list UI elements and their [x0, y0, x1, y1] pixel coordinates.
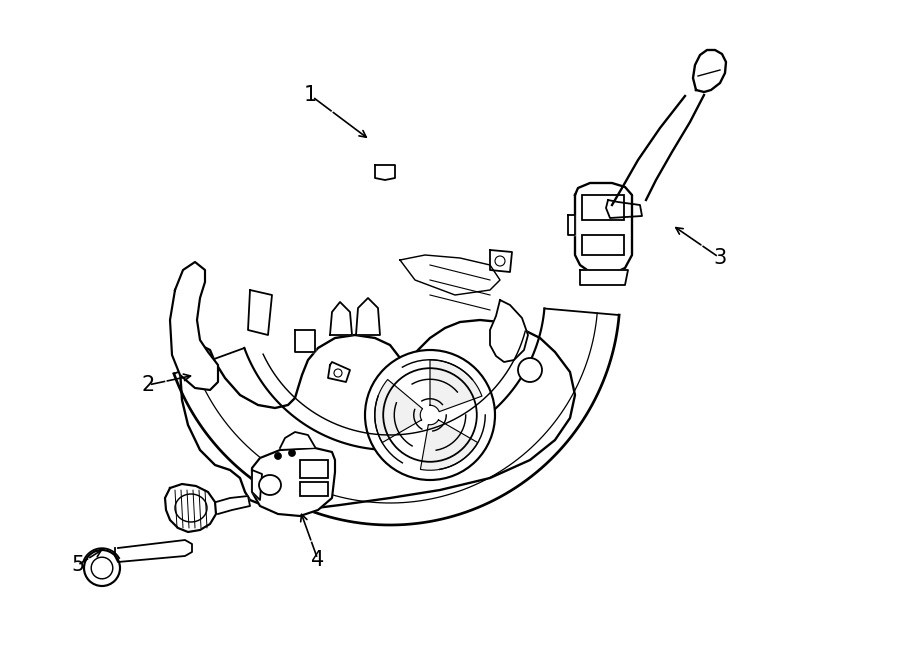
Polygon shape: [356, 298, 380, 335]
Polygon shape: [420, 420, 478, 470]
Polygon shape: [328, 362, 350, 382]
Polygon shape: [374, 379, 422, 443]
Circle shape: [289, 449, 295, 457]
Ellipse shape: [259, 475, 281, 495]
Circle shape: [84, 550, 120, 586]
Polygon shape: [248, 290, 272, 335]
Polygon shape: [180, 320, 575, 510]
Polygon shape: [330, 302, 352, 335]
Bar: [582, 235, 624, 255]
Polygon shape: [612, 95, 704, 205]
Bar: [582, 195, 624, 220]
Text: 4: 4: [311, 550, 325, 570]
Polygon shape: [252, 448, 335, 516]
Circle shape: [274, 453, 282, 459]
Polygon shape: [165, 484, 216, 532]
Text: 2: 2: [141, 375, 155, 395]
Polygon shape: [170, 262, 218, 390]
Polygon shape: [568, 215, 575, 235]
Text: 5: 5: [71, 555, 85, 575]
Bar: [300, 482, 328, 496]
Polygon shape: [490, 250, 512, 272]
Bar: [300, 460, 328, 478]
Polygon shape: [115, 540, 192, 562]
Polygon shape: [606, 200, 642, 218]
Polygon shape: [252, 470, 262, 500]
Polygon shape: [400, 255, 500, 295]
Polygon shape: [295, 330, 315, 352]
Circle shape: [334, 369, 342, 377]
Polygon shape: [430, 360, 482, 412]
Text: 3: 3: [714, 248, 726, 268]
Polygon shape: [174, 309, 619, 525]
Circle shape: [495, 256, 505, 266]
Polygon shape: [216, 496, 250, 514]
Text: 1: 1: [303, 85, 317, 105]
Circle shape: [365, 350, 495, 480]
Polygon shape: [280, 432, 315, 448]
Circle shape: [518, 358, 542, 382]
Polygon shape: [580, 270, 628, 285]
Polygon shape: [693, 50, 726, 92]
Polygon shape: [490, 300, 528, 362]
Polygon shape: [575, 183, 632, 274]
Polygon shape: [375, 165, 395, 180]
